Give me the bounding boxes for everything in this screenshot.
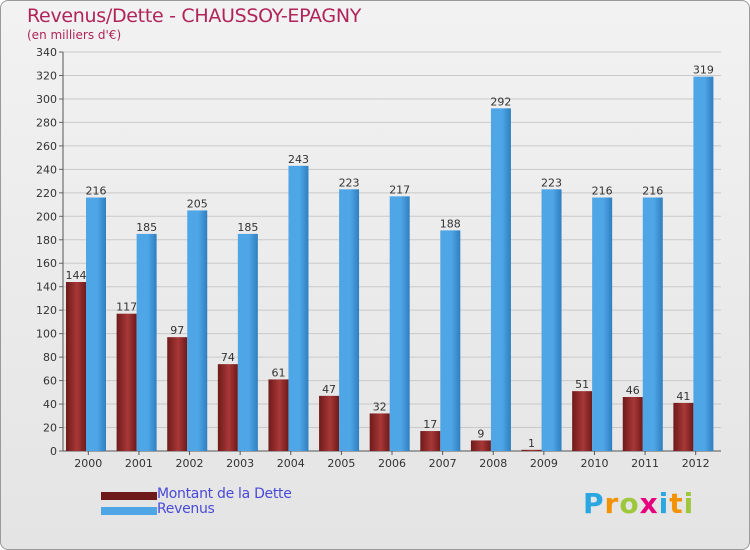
y-tick-label-300: 300 bbox=[36, 93, 57, 106]
bar-debt-2004 bbox=[268, 379, 289, 451]
y-tick-label-80: 80 bbox=[43, 351, 57, 364]
x-tick-label-2003: 2003 bbox=[226, 457, 254, 470]
bar-debt-2008 bbox=[470, 440, 491, 451]
y-tick-label-200: 200 bbox=[36, 210, 57, 223]
bar-revenue-2001 bbox=[136, 233, 157, 451]
bar-revenue-2003 bbox=[237, 233, 258, 451]
x-tick-label-2011: 2011 bbox=[631, 457, 659, 470]
x-tick-label-2012: 2012 bbox=[682, 457, 710, 470]
y-tick-label-100: 100 bbox=[36, 328, 57, 341]
y-tick-label-160: 160 bbox=[36, 257, 57, 270]
legend-swatch-debt bbox=[101, 492, 157, 500]
bar-debt-2003 bbox=[217, 364, 238, 451]
legend-label-debt: Montant de la Dette bbox=[157, 486, 292, 502]
data-label-revenue-2002: 205 bbox=[187, 197, 208, 210]
x-tick-label-2008: 2008 bbox=[479, 457, 507, 470]
legend-swatch-revenue bbox=[101, 507, 157, 515]
chart-subtitle: (en milliers d'€) bbox=[27, 28, 122, 42]
y-tick-label-340: 340 bbox=[36, 46, 57, 59]
x-tick-label-2002: 2002 bbox=[176, 457, 204, 470]
x-tick-label-2007: 2007 bbox=[429, 457, 457, 470]
data-label-revenue-2008: 292 bbox=[490, 95, 511, 108]
data-label-debt-2005: 47 bbox=[322, 383, 336, 396]
y-tick-label-240: 240 bbox=[36, 163, 57, 176]
y-tick-label-0: 0 bbox=[50, 445, 57, 458]
data-label-debt-2000: 144 bbox=[66, 269, 87, 282]
bar-debt-2000 bbox=[66, 282, 86, 451]
logo-letter: i bbox=[658, 487, 670, 520]
bar-debt-2009 bbox=[521, 449, 542, 451]
y-tick-label-280: 280 bbox=[36, 116, 57, 129]
x-tick-label-2009: 2009 bbox=[530, 457, 558, 470]
y-tick-label-60: 60 bbox=[43, 375, 57, 388]
bar-debt-2006 bbox=[369, 413, 390, 451]
bar-debt-2012 bbox=[673, 402, 694, 451]
bar-debt-2010 bbox=[572, 391, 593, 451]
logo-letter: r bbox=[604, 487, 620, 520]
x-tick-label-2000: 2000 bbox=[74, 457, 102, 470]
bar-debt-2007 bbox=[420, 431, 441, 451]
y-tick-label-120: 120 bbox=[36, 304, 57, 317]
bar-revenue-2004 bbox=[288, 165, 309, 452]
data-label-revenue-2007: 188 bbox=[440, 217, 461, 230]
y-tick-label-260: 260 bbox=[36, 140, 57, 153]
y-tick-label-40: 40 bbox=[43, 398, 57, 411]
bar-debt-2001 bbox=[116, 313, 137, 451]
bar-revenue-2008 bbox=[490, 108, 511, 452]
data-label-revenue-2012: 319 bbox=[693, 64, 714, 77]
bar-revenue-2009 bbox=[541, 189, 562, 451]
logo-letter: o bbox=[619, 487, 640, 520]
bar-revenue-2011 bbox=[642, 197, 663, 451]
y-tick-label-320: 320 bbox=[36, 69, 57, 82]
bar-debt-2011 bbox=[622, 397, 643, 451]
bar-revenue-2002 bbox=[187, 210, 208, 451]
data-label-revenue-2004: 243 bbox=[288, 153, 309, 166]
data-label-revenue-2005: 223 bbox=[339, 176, 360, 189]
data-label-revenue-2011: 216 bbox=[642, 185, 663, 198]
data-label-revenue-2006: 217 bbox=[389, 183, 410, 196]
data-label-revenue-2009: 223 bbox=[541, 176, 562, 189]
bar-revenue-2010 bbox=[592, 197, 613, 451]
data-label-debt-2007: 17 bbox=[423, 418, 437, 431]
logo-letter: t bbox=[669, 487, 684, 520]
data-label-revenue-2010: 216 bbox=[592, 185, 613, 198]
logo-letter: P bbox=[583, 487, 605, 520]
legend-label-revenue: Revenus bbox=[157, 501, 215, 517]
bar-debt-2002 bbox=[167, 337, 188, 451]
bar-revenue-2006 bbox=[389, 196, 410, 451]
y-tick-label-140: 140 bbox=[36, 281, 57, 294]
chart-title: Revenus/Dette - CHAUSSOY-EPAGNY bbox=[27, 5, 362, 27]
data-label-debt-2008: 9 bbox=[477, 427, 484, 440]
data-label-debt-2006: 32 bbox=[373, 400, 387, 413]
y-tick-label-220: 220 bbox=[36, 187, 57, 200]
x-tick-label-2010: 2010 bbox=[580, 457, 608, 470]
logo-letter: x bbox=[639, 487, 659, 520]
data-label-revenue-2003: 185 bbox=[237, 221, 258, 234]
y-tick-label-20: 20 bbox=[43, 422, 57, 435]
data-label-revenue-2001: 185 bbox=[136, 221, 157, 234]
bar-revenue-2007 bbox=[440, 230, 461, 451]
bar-debt-2005 bbox=[319, 395, 340, 451]
x-tick-label-2004: 2004 bbox=[277, 457, 305, 470]
x-tick-label-2006: 2006 bbox=[378, 457, 406, 470]
proxiti-logo: Proxiti bbox=[583, 487, 694, 520]
bar-revenue-2000 bbox=[86, 197, 106, 451]
bar-revenue-2005 bbox=[339, 189, 360, 451]
data-label-revenue-2000: 216 bbox=[86, 185, 107, 198]
data-label-debt-2011: 46 bbox=[626, 384, 640, 397]
data-label-debt-2004: 61 bbox=[271, 366, 285, 379]
data-label-debt-2010: 51 bbox=[575, 378, 589, 391]
y-tick-label-180: 180 bbox=[36, 234, 57, 247]
bar-revenue-2012 bbox=[693, 76, 714, 452]
logo-letter: i bbox=[683, 487, 695, 520]
data-label-debt-2009: 1 bbox=[528, 437, 535, 450]
x-tick-label-2005: 2005 bbox=[327, 457, 355, 470]
data-label-debt-2012: 41 bbox=[676, 390, 690, 403]
x-tick-label-2001: 2001 bbox=[125, 457, 153, 470]
data-label-debt-2003: 74 bbox=[221, 351, 235, 364]
data-label-debt-2001: 117 bbox=[116, 301, 137, 314]
data-label-debt-2002: 97 bbox=[170, 324, 184, 337]
